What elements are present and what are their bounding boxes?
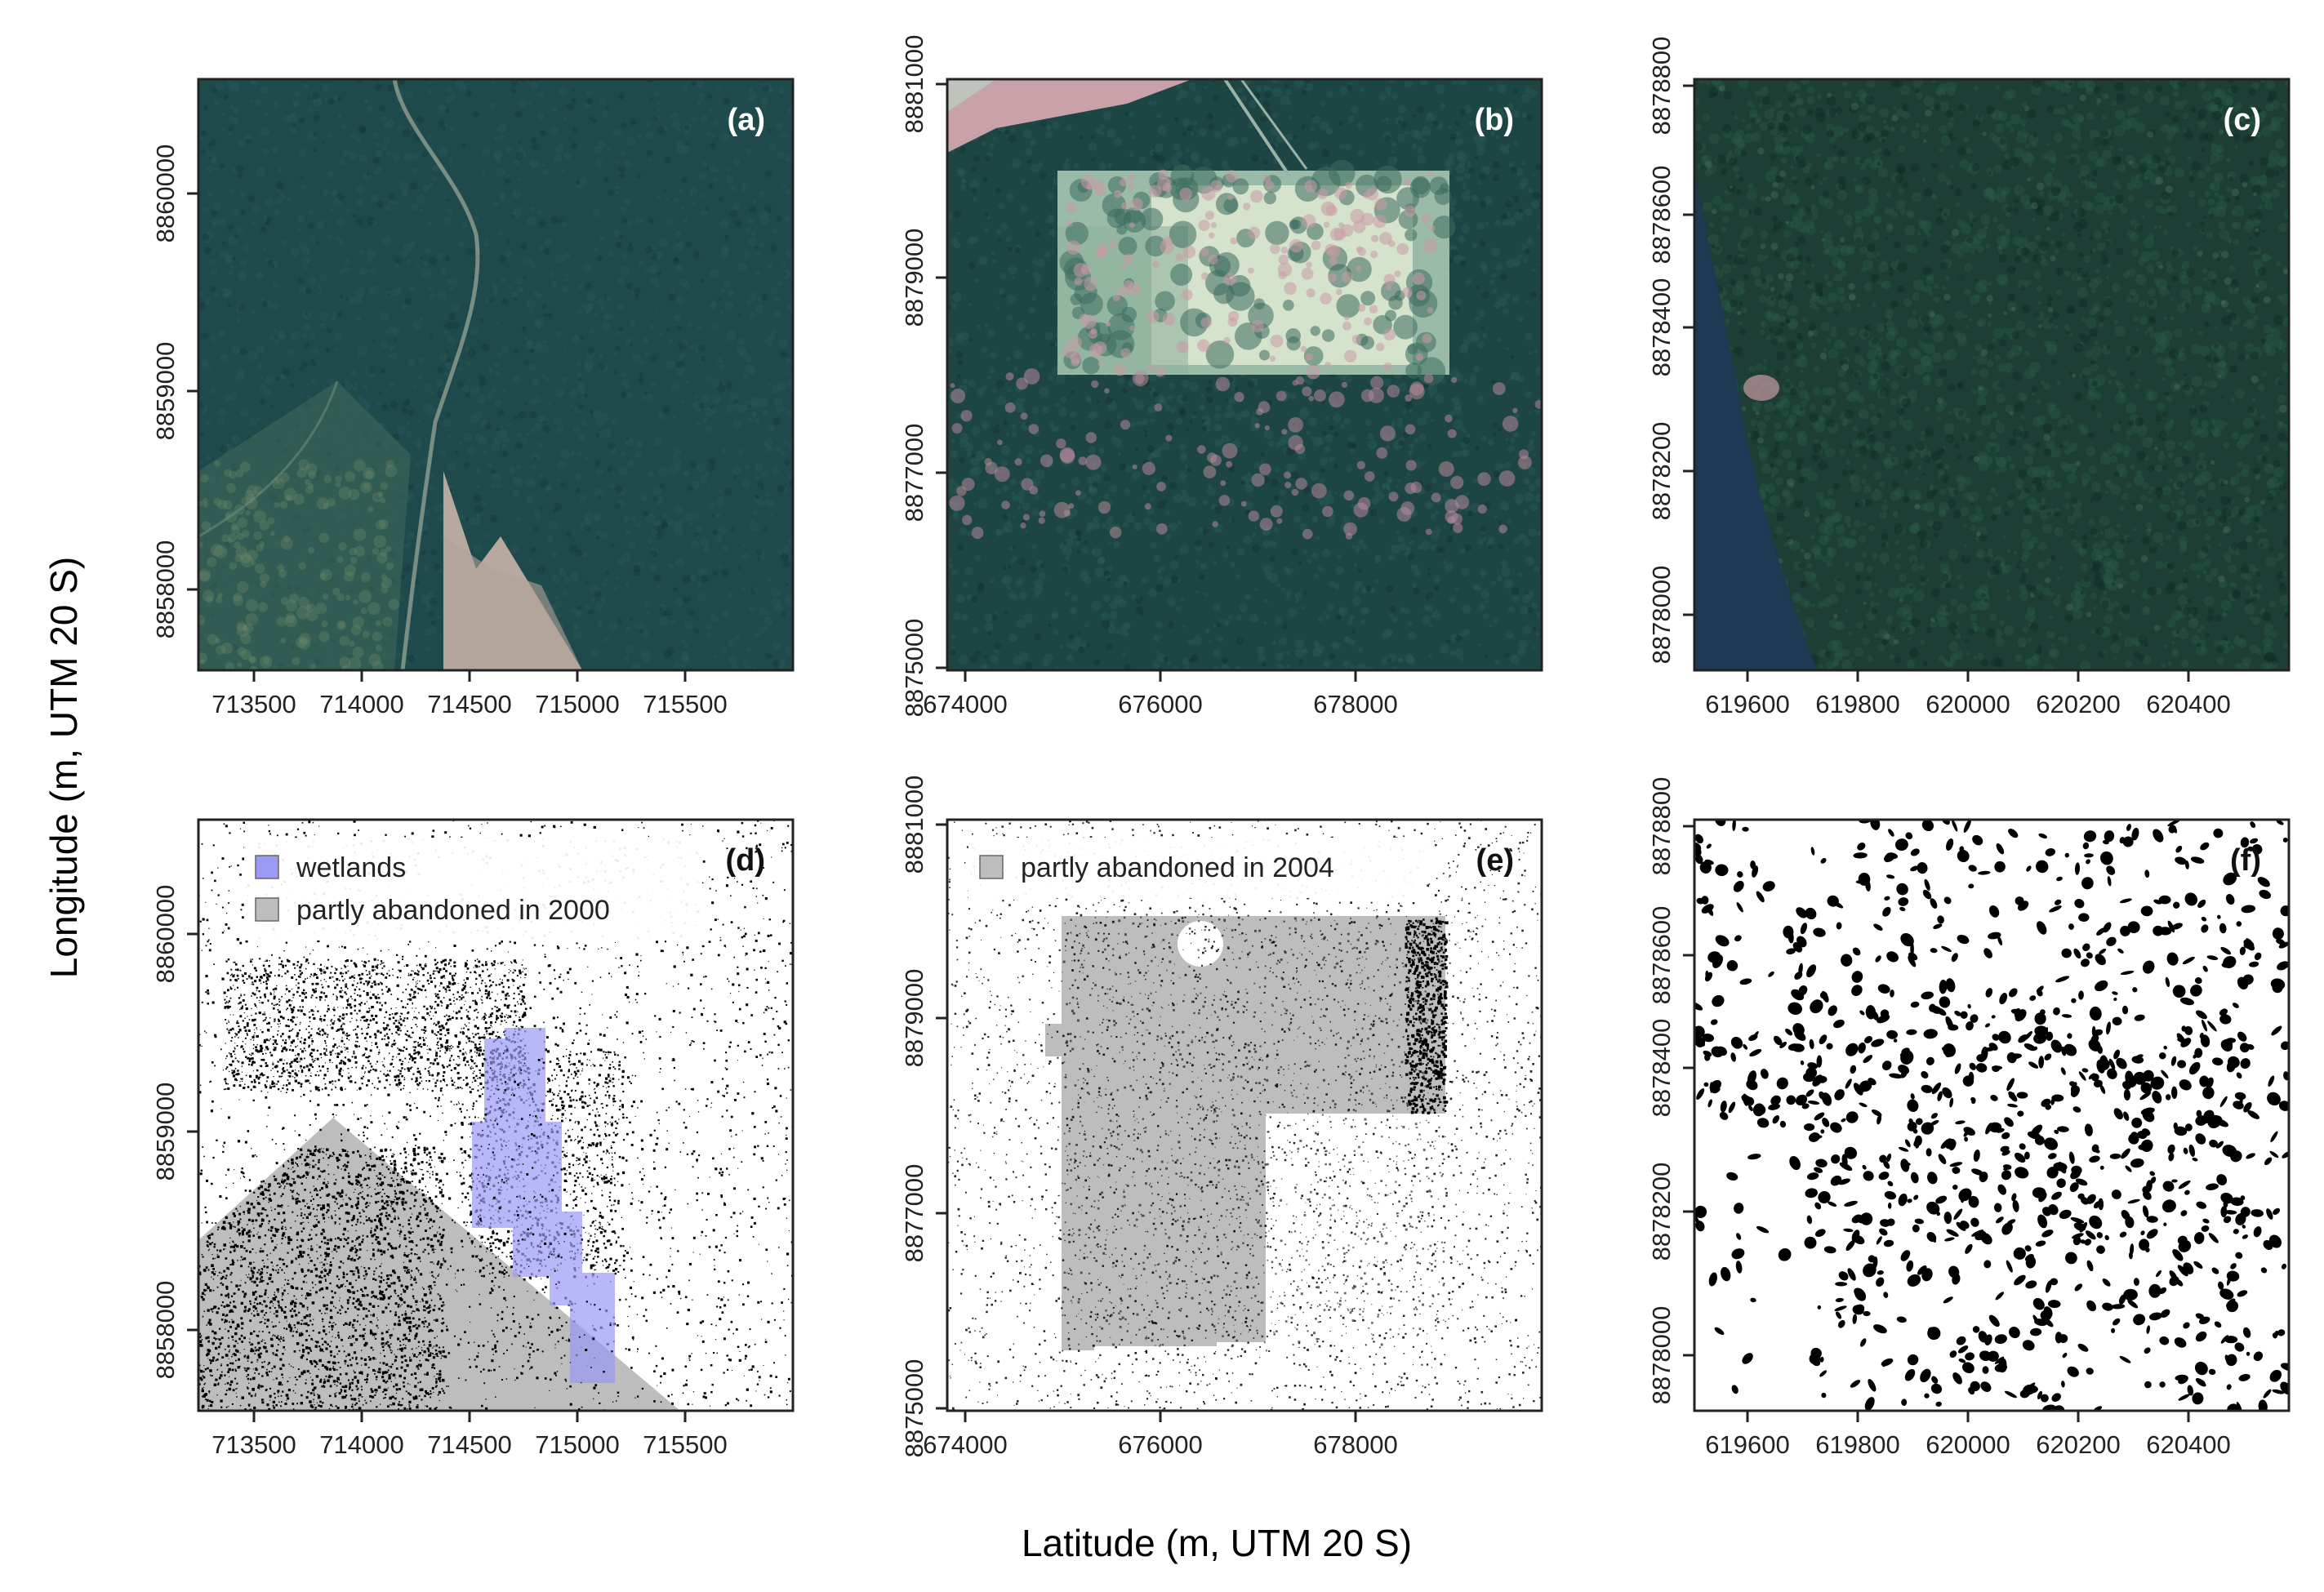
y-tick-label: 8859000 xyxy=(151,342,180,441)
y-tick-label: 8859000 xyxy=(151,1083,180,1181)
plot-frame xyxy=(946,78,1543,672)
panel-c-svg: 619600 619800 620000 620200 620400 8878000 887… xyxy=(1647,37,2291,718)
plot-area xyxy=(947,820,1542,1411)
x-tick-label: 620400 xyxy=(2146,1430,2230,1459)
y-tick-label: 8875000 xyxy=(900,619,928,718)
y-tick-label: 8878200 xyxy=(1647,1163,1676,1261)
y-tick-label: 8879000 xyxy=(900,229,928,327)
y-tick-label: 8858000 xyxy=(151,1281,180,1380)
panel-label: (b) xyxy=(1474,103,1514,137)
x-tick-label: 714500 xyxy=(427,690,511,718)
y-tick-label: 8879000 xyxy=(900,969,928,1068)
x-tick-label: 620200 xyxy=(2036,1430,2120,1459)
x-tick-label: 620000 xyxy=(1926,1430,2010,1459)
legend-swatch-abandoned xyxy=(255,897,279,922)
y-tick-label: 8878600 xyxy=(1647,166,1676,265)
plot-area xyxy=(1694,820,2289,1411)
legend-swatch-wetland xyxy=(255,855,279,879)
plot-frame xyxy=(1693,818,2291,1412)
x-tick-label: 620200 xyxy=(2036,690,2120,718)
y-tick-label: 8878000 xyxy=(1647,566,1676,665)
panel-e-svg: 674000 676000 678000 8875000 8877000 8879000 8… xyxy=(900,776,1543,1459)
x-tick-label: 714000 xyxy=(319,1430,403,1459)
x-tick-label: 619600 xyxy=(1705,690,1789,718)
x-tick-label: 674000 xyxy=(923,690,1007,718)
plot-frame xyxy=(1693,78,2291,672)
y-tick-label: 8878400 xyxy=(1647,1019,1676,1118)
legend-entry: partly abandoned in 2000 xyxy=(296,895,610,926)
panel-c: 619600 619800 620000 620200 620400 8878000 887… xyxy=(1498,37,2324,768)
x-tick-label: 715500 xyxy=(643,1430,727,1459)
x-tick-label: 715500 xyxy=(643,690,727,718)
y-tick-label: 8881000 xyxy=(900,35,928,134)
panel-d: 713500 714000 714500 715000 715500 8858000 885… xyxy=(2,787,842,1509)
y-tick-label: 8878400 xyxy=(1647,278,1676,377)
y-tick-label: 8877000 xyxy=(900,424,928,523)
y-tick-label: 8878200 xyxy=(1647,422,1676,521)
y-tick-label: 8878800 xyxy=(1647,777,1676,876)
x-tick-label: 713500 xyxy=(211,1430,296,1459)
legend: partly abandoned in 2004 xyxy=(968,838,1426,898)
panel-e: 674000 676000 678000 8875000 8877000 8879000 8… xyxy=(751,776,1591,1509)
panel-b-svg: 674000 676000 678000 8875000 8877000 8879000 8… xyxy=(900,35,1543,718)
legend-swatch-abandoned xyxy=(979,855,1004,879)
legend-entry: wetlands xyxy=(296,852,406,883)
y-tick-label: 8860000 xyxy=(151,145,180,243)
panel-f-svg: 619600 619800 620000 620200 620400 8878000 887… xyxy=(1647,777,2291,1459)
x-tick-label: 676000 xyxy=(1118,1430,1202,1459)
panel-a: 713500 714000 714500 715000 715500 8858000 885… xyxy=(2,47,842,768)
panel-label: (d) xyxy=(725,843,765,878)
panel-b: 674000 676000 678000 8875000 8877000 8879000 8… xyxy=(751,35,1591,768)
y-tick-label: 8878000 xyxy=(1647,1306,1676,1405)
y-tick-label: 8875000 xyxy=(900,1359,928,1458)
x-tick-label: 620000 xyxy=(1926,690,2010,718)
plot-area xyxy=(198,79,793,670)
x-tick-label: 678000 xyxy=(1313,690,1397,718)
plot-frame xyxy=(197,78,795,672)
plot-frame xyxy=(197,818,795,1412)
x-tick-label: 619800 xyxy=(1815,690,1899,718)
x-tick-label: 678000 xyxy=(1313,1430,1397,1459)
y-tick-label: 8860000 xyxy=(151,885,180,984)
x-tick-label: 714500 xyxy=(427,1430,511,1459)
x-tick-label: 619600 xyxy=(1705,1430,1789,1459)
panel-label: (e) xyxy=(1476,843,1514,878)
panel-f: 619600 619800 620000 620200 620400 8878000 887… xyxy=(1498,777,2324,1509)
x-tick-label: 676000 xyxy=(1118,690,1202,718)
plot-frame xyxy=(946,818,1543,1412)
x-tick-label: 620400 xyxy=(2146,690,2230,718)
panel-a-svg: 713500 714000 714500 715000 715500 8858000 885… xyxy=(151,78,795,718)
x-tick-label: 715000 xyxy=(535,690,619,718)
x-tick-label: 714000 xyxy=(319,690,403,718)
x-tick-label: 674000 xyxy=(923,1430,1007,1459)
plot-area xyxy=(1694,79,2289,670)
x-tick-label: 715000 xyxy=(535,1430,619,1459)
plot-area xyxy=(947,79,1542,670)
x-tick-label: 619800 xyxy=(1815,1430,1899,1459)
panel-label: (a) xyxy=(728,103,765,137)
x-axis-title: Latitude (m, UTM 20 S) xyxy=(1022,1521,1412,1565)
x-tick-label: 713500 xyxy=(211,690,296,718)
panel-d-svg: 713500 714000 714500 715000 715500 8858000 885… xyxy=(151,818,795,1459)
y-tick-label: 8877000 xyxy=(900,1164,928,1263)
y-tick-label: 8881000 xyxy=(900,776,928,874)
y-tick-label: 8858000 xyxy=(151,540,180,639)
y-tick-label: 8878800 xyxy=(1647,37,1676,136)
legend-entry: partly abandoned in 2004 xyxy=(1021,852,1334,883)
y-tick-label: 8878600 xyxy=(1647,906,1676,1005)
panel-label: (f) xyxy=(2230,843,2261,878)
panel-label: (c) xyxy=(2224,103,2261,137)
legend: wetlands partly abandoned in 2000 xyxy=(244,838,701,941)
